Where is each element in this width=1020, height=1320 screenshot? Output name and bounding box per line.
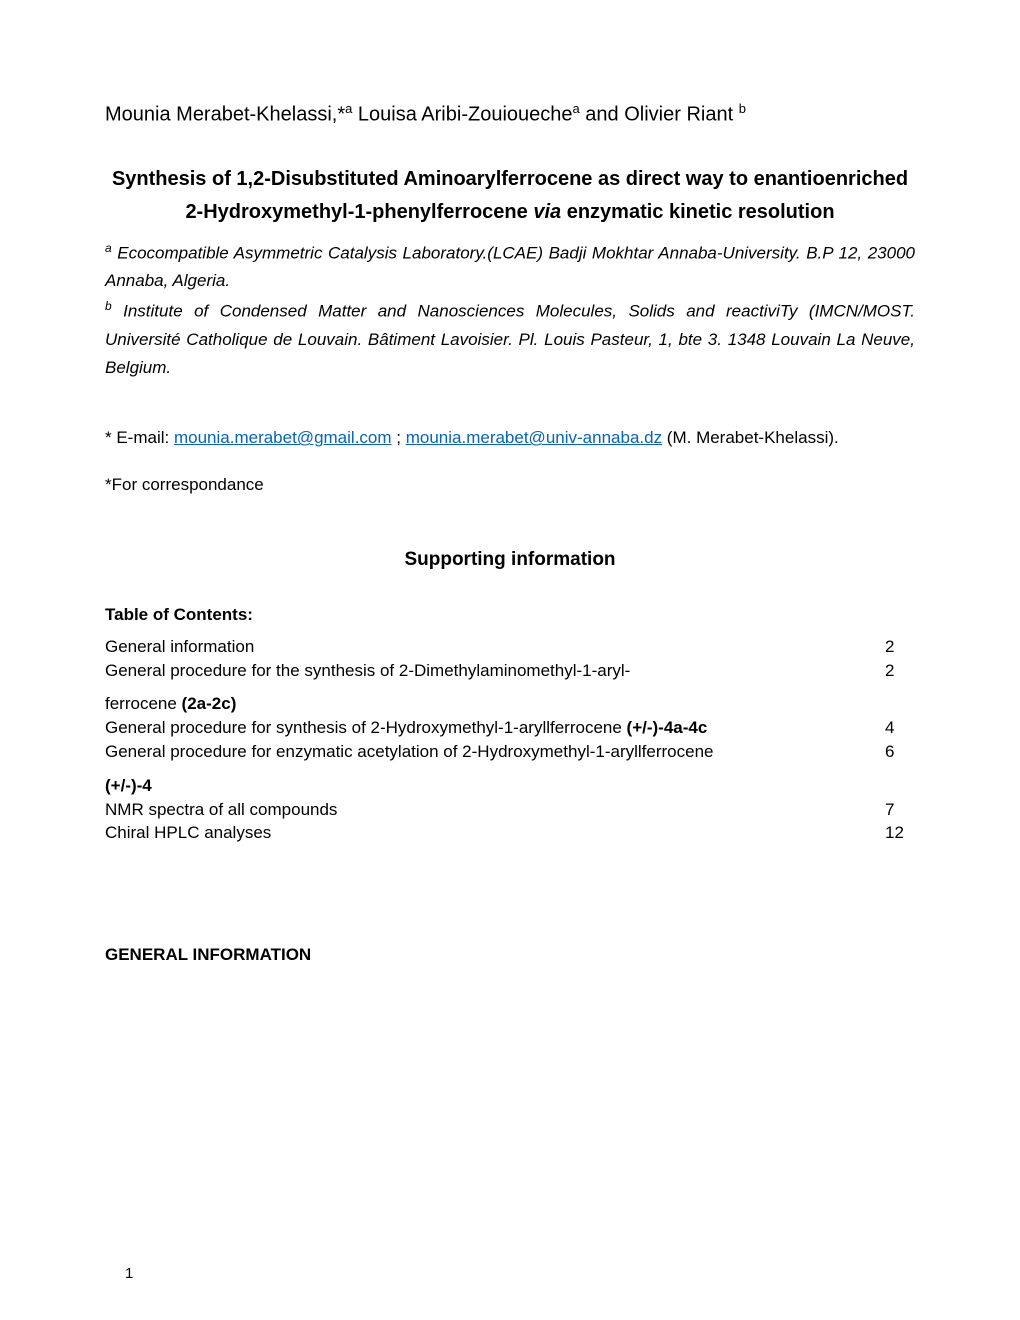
affil-a-text: Ecocompatible Asymmetric Catalysis Labor… <box>105 243 915 290</box>
toc-label: General procedure for synthesis of 2-Hyd… <box>105 716 885 740</box>
author-3: and Olivier Riant <box>580 104 739 126</box>
toc-label: Chiral HPLC analyses <box>105 821 885 845</box>
toc-label: ferrocene (2a-2c) <box>105 692 885 716</box>
affiliation-b: b Institute of Condensed Matter and Nano… <box>105 297 915 382</box>
affil-b-sup: b <box>105 299 112 313</box>
toc-item: (+/-)-4 <box>105 774 915 798</box>
toc-page: 4 <box>885 716 915 740</box>
toc-label: General information <box>105 635 885 659</box>
email-suffix: (M. Merabet-Khelassi). <box>662 428 839 447</box>
toc-label: (+/-)-4 <box>105 774 885 798</box>
correspondence-note: *For correspondance <box>105 475 915 495</box>
toc-item: General procedure for the synthesis of 2… <box>105 659 915 683</box>
toc-page: 2 <box>885 635 915 659</box>
affil-b-text: Institute of Condensed Matter and Nanosc… <box>105 302 915 377</box>
authors-line: Mounia Merabet-Khelassi,* a Louisa Aribi-… <box>105 100 915 129</box>
author-1: Mounia Merabet-Khelassi,* <box>105 104 345 126</box>
affiliation-a: a Ecocompatible Asymmetric Catalysis Lab… <box>105 239 915 296</box>
toc-label: General procedure for the synthesis of 2… <box>105 659 885 683</box>
author-3-sup: b <box>739 101 746 116</box>
author-2-sup: a <box>573 101 580 116</box>
toc-label: General procedure for enzymatic acetylat… <box>105 740 885 764</box>
title-italic: via <box>533 201 561 223</box>
email-link-2[interactable]: mounia.merabet@univ-annaba.dz <box>406 428 662 447</box>
general-information-heading: GENERAL INFORMATION <box>105 945 915 965</box>
toc-item: ferrocene (2a-2c) <box>105 692 915 716</box>
toc-page: 2 <box>885 659 915 683</box>
author-2: Louisa Aribi-Zouioueche <box>352 104 572 126</box>
toc-page: 6 <box>885 740 915 764</box>
supporting-info-heading: Supporting information <box>105 549 915 571</box>
email-link-1[interactable]: mounia.merabet@gmail.com <box>174 428 392 447</box>
toc-item: General procedure for enzymatic acetylat… <box>105 740 915 764</box>
toc-item: NMR spectra of all compounds 7 <box>105 798 915 822</box>
title-tail: enzymatic kinetic resolution <box>561 201 834 223</box>
toc-heading: Table of Contents: <box>105 605 915 625</box>
email-sep: ; <box>392 428 406 447</box>
email-prefix: * E-mail: <box>105 428 174 447</box>
table-of-contents: General information 2 General procedure … <box>105 635 915 845</box>
toc-page: 12 <box>885 821 915 845</box>
email-block: * E-mail: mounia.merabet@gmail.com ; mou… <box>105 426 915 451</box>
paper-title: Synthesis of 1,2-Disubstituted Aminoaryl… <box>105 163 915 229</box>
toc-page: 7 <box>885 798 915 822</box>
affil-a-sup: a <box>105 241 112 255</box>
toc-item: General information 2 <box>105 635 915 659</box>
document-page: Mounia Merabet-Khelassi,* a Louisa Aribi-… <box>0 0 1020 1320</box>
page-number: 1 <box>125 1265 133 1282</box>
toc-item: General procedure for synthesis of 2-Hyd… <box>105 716 915 740</box>
toc-label: NMR spectra of all compounds <box>105 798 885 822</box>
toc-item: Chiral HPLC analyses 12 <box>105 821 915 845</box>
